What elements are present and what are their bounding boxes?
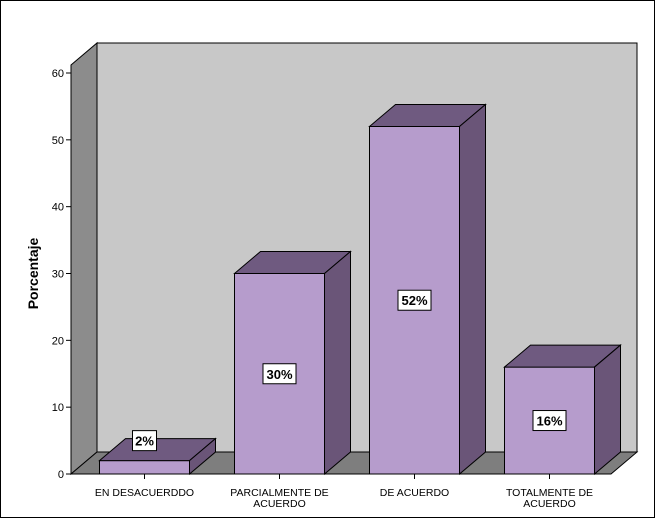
y-tick-label: 40: [52, 202, 64, 214]
data-label: 2%: [135, 434, 154, 449]
data-label: 52%: [401, 293, 427, 308]
data-label: 16%: [536, 414, 562, 429]
y-axis-label: Porcentaje: [25, 237, 41, 309]
data-label-box: [132, 430, 157, 452]
x-tick-label: TOTALMENTE DE: [506, 487, 593, 499]
y-tick-label: 50: [52, 135, 64, 147]
y-tick-label: 10: [52, 402, 64, 414]
y-tick-label: 20: [52, 335, 64, 347]
data-label: 30%: [266, 367, 292, 382]
bar-front: [99, 460, 190, 475]
data-label-box: [262, 363, 297, 385]
x-tick-label: ACUERDO: [523, 498, 576, 510]
x-tick-label: ACUERDO: [253, 498, 306, 510]
data-label-box: [397, 289, 432, 311]
bar-side: [189, 437, 216, 476]
y-tick-label: 30: [52, 269, 64, 281]
x-tick-label: DE ACUERDO: [380, 487, 449, 499]
bar-side: [459, 103, 486, 476]
side-wall: [70, 41, 98, 476]
x-tick-label: EN DESACUERDDO: [95, 487, 194, 499]
y-tick-label: 60: [52, 68, 64, 80]
bar-side: [324, 250, 351, 476]
bar-side: [594, 343, 621, 476]
data-label-box: [532, 410, 567, 432]
x-tick-label: PARCIALMENTE DE: [230, 487, 328, 499]
y-tick-label: 0: [58, 469, 64, 481]
